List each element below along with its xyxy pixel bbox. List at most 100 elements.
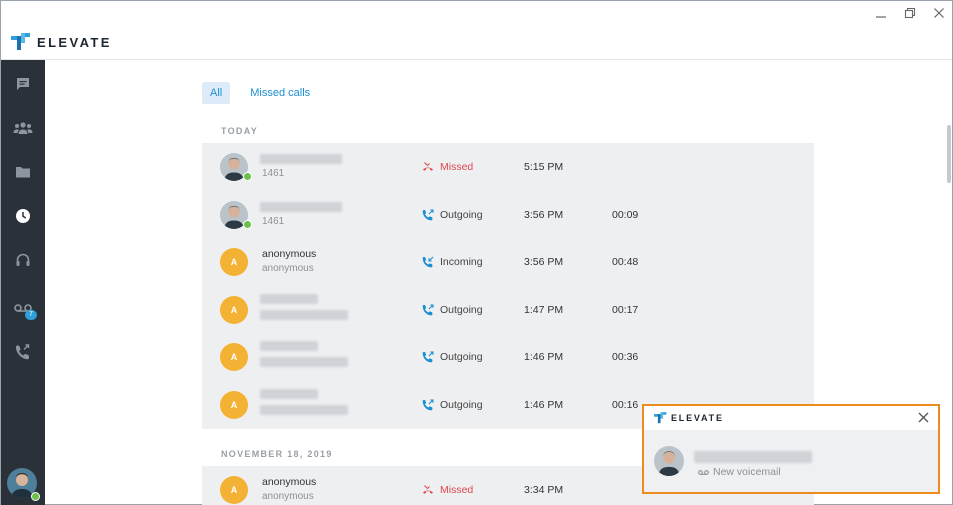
notification-close-button[interactable] [916,410,930,424]
sidebar-item-voicemail[interactable]: 7 [1,288,45,328]
contact-avatar: A [220,390,248,419]
redacted-name [260,341,318,352]
call-time: 1:47 PM [524,303,564,316]
user-presence-indicator [31,492,40,501]
minimize-icon [876,16,886,18]
redacted-name [260,201,342,212]
call-status-label: Outgoing [440,208,483,221]
call-time: 5:15 PM [524,161,564,173]
call-row[interactable]: A anonymous anonymous Missed 3:34 PM [202,466,814,505]
call-status-label: Missed [440,161,474,173]
redacted-caller-name [694,451,812,463]
redacted-number [260,309,348,320]
title-bar [1,1,952,25]
contact-avatar: A [220,343,248,372]
redacted-number [260,357,348,368]
call-status: Outgoing [422,351,483,363]
call-sub: 1461 [262,215,285,227]
sidebar-item-queues[interactable] [1,240,45,280]
clock-icon [16,209,30,223]
filter-tabs: All Missed calls [202,82,318,104]
call-status: Outgoing [422,209,483,221]
call-duration: 00:17 [612,303,639,316]
call-row[interactable]: 1461 Missed 5:15 PM [202,143,814,191]
missed-call-icon [423,485,433,494]
call-status: Missed [422,161,473,173]
chat-icon [17,78,29,90]
call-forward-icon [15,344,30,360]
contact-avatar: A [220,248,248,277]
sidebar: 7 [1,60,45,505]
elevate-logo-icon [11,33,30,50]
call-sub: anonymous [262,491,314,502]
call-duration: 00:09 [612,208,639,221]
redacted-name [260,388,318,399]
call-status: Missed [422,484,473,496]
call-duration: 00:36 [612,351,639,364]
call-time: 3:34 PM [524,484,564,496]
call-status-label: Outgoing [440,303,483,316]
voicemail-icon [698,469,709,475]
sidebar-item-history[interactable] [1,196,45,236]
sidebar-item-files[interactable] [1,152,45,192]
voicemail-count-badge: 7 [25,310,37,320]
contacts-icon [13,122,33,134]
notification-subtitle: New voicemail [698,466,781,478]
notification-body: New voicemail [644,430,938,492]
notification-app-name: ELEVATE [671,413,724,423]
presence-indicator [243,172,252,181]
call-status-label: Incoming [440,256,483,269]
restore-icon [904,7,916,19]
redacted-number [260,404,348,415]
notification-subtitle-text: New voicemail [713,466,781,478]
outgoing-call-icon [422,209,434,220]
elevate-logo-icon [654,412,667,424]
sidebar-item-chat[interactable] [1,64,45,104]
call-sub: anonymous [262,263,314,275]
contact-avatar [220,200,248,229]
call-row[interactable]: A anonymous anonymous Incoming 3:56 PM 0… [202,238,814,286]
call-list-today: 1461 Missed 5:15 PM 1461 Outgoing [202,143,814,429]
voicemail-notification[interactable]: ELEVATE New voicemail [642,404,940,494]
presence-indicator [243,219,252,229]
call-row[interactable]: 1461 Outgoing 3:56 PM 00:09 [202,191,814,239]
contact-name: anonymous [262,248,317,261]
call-duration: 00:16 [612,398,639,411]
call-time: 1:46 PM [524,398,564,411]
section-label-date: NOVEMBER 18, 2019 [221,449,333,459]
section-label-today: TODAY [221,126,259,136]
redacted-name [260,154,342,164]
redacted-name [260,293,318,304]
tab-missed-calls[interactable]: Missed calls [250,87,311,99]
call-time: 1:46 PM [524,351,564,364]
sidebar-item-contacts[interactable] [1,108,45,148]
call-sub: 1461 [262,168,285,179]
contact-photo-icon [220,200,248,229]
outgoing-call-icon [422,351,434,363]
minimize-button[interactable] [868,3,894,23]
contact-name: anonymous [262,476,317,488]
notification-header: ELEVATE [644,406,938,430]
call-status-label: Outgoing [440,398,483,411]
caller-avatar [654,446,684,476]
caller-photo-icon [654,446,684,476]
close-icon [934,8,944,18]
tab-all[interactable]: All [202,82,231,104]
scrollbar-thumb[interactable] [947,125,951,183]
restore-button[interactable] [897,3,923,23]
sidebar-item-call-forwarding[interactable] [1,332,45,372]
call-time: 3:56 PM [524,208,564,221]
call-status: Outgoing [422,399,483,411]
notification-logo: ELEVATE [654,412,724,424]
call-status-label: Outgoing [440,351,483,364]
call-row[interactable]: A Outgoing 1:46 PM 00:16 [202,381,814,429]
close-icon [918,412,928,422]
call-status: Incoming [422,256,483,268]
call-status-label: Missed [440,484,474,496]
incoming-call-icon [422,256,434,268]
close-window-button[interactable] [926,3,952,23]
call-row[interactable]: A Outgoing 1:46 PM 00:36 [202,333,814,381]
app-name: ELEVATE [37,34,112,50]
call-row[interactable]: A Outgoing 1:47 PM 00:17 [202,286,814,334]
